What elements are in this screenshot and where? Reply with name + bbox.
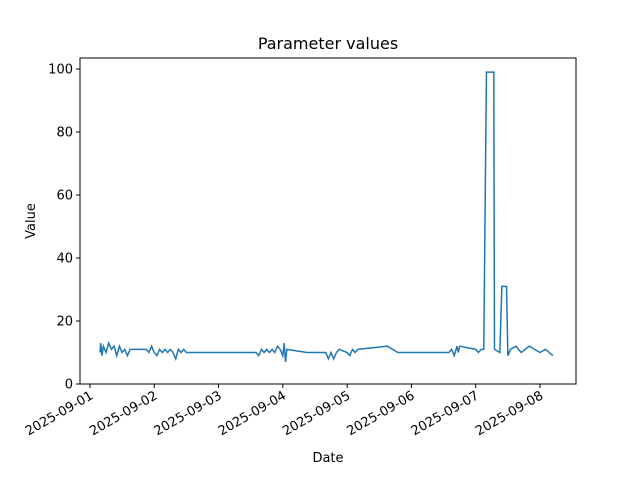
x-tick-label: 2025-09-08 [473,388,546,439]
x-tick-label: 2025-09-04 [216,388,289,439]
x-tick-label: 2025-09-06 [344,388,417,439]
y-tick-label: 60 [56,189,73,204]
data-line [99,71,554,363]
x-tick-label: 2025-09-02 [87,388,160,439]
x-axis-label: Date [312,451,343,466]
y-tick-label: 80 [56,126,73,141]
x-tick-label: 2025-09-03 [152,388,225,439]
y-axis-label: Value [24,203,39,239]
plot-frame [79,57,577,385]
y-tick-label: 100 [48,63,73,78]
chart-title: Parameter values [258,34,398,53]
x-tick-label: 2025-09-07 [409,388,482,439]
y-tick-label: 40 [56,252,73,267]
y-tick-label: 0 [65,378,73,393]
y-tick-label: 20 [56,315,73,330]
x-tick-label: 2025-09-01 [23,388,96,439]
x-tick-label: 2025-09-05 [280,388,353,439]
